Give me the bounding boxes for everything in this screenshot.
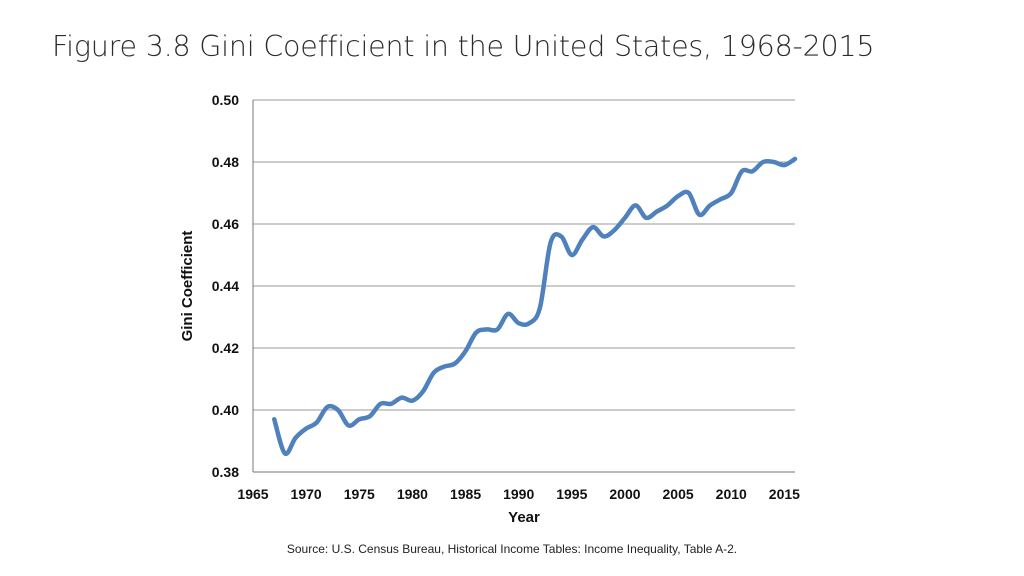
data-point bbox=[720, 198, 722, 200]
data-point bbox=[783, 164, 785, 166]
x-tick-labels: 1965 1970 1975 1980 1985 1990 1995 2000 2005 2010… bbox=[237, 486, 800, 502]
data-point bbox=[348, 425, 350, 426]
data-point bbox=[751, 170, 753, 172]
y-tick-label: 0.38 bbox=[212, 464, 239, 480]
x-tick-label: 2000 bbox=[609, 486, 640, 502]
data-point bbox=[326, 406, 328, 408]
data-point bbox=[316, 421, 318, 423]
data-point bbox=[539, 307, 541, 309]
axes bbox=[252, 100, 795, 473]
data-point bbox=[369, 415, 371, 417]
x-tick-label: 1985 bbox=[450, 486, 481, 502]
data-point bbox=[762, 161, 764, 163]
data-point bbox=[273, 418, 275, 420]
data-point bbox=[475, 332, 477, 333]
data-point bbox=[592, 226, 594, 228]
source-note: Source: U.S. Census Bureau, Historical I… bbox=[286, 542, 738, 556]
y-tick-label: 0.46 bbox=[212, 216, 239, 232]
gini-series-line bbox=[272, 156, 798, 457]
data-point bbox=[560, 235, 562, 237]
data-point bbox=[613, 229, 615, 231]
y-axis-label: Gini Coefficient bbox=[179, 231, 196, 342]
data-point bbox=[433, 372, 435, 374]
data-point bbox=[358, 418, 360, 420]
data-point bbox=[635, 204, 637, 206]
data-point bbox=[465, 350, 467, 352]
data-point bbox=[305, 428, 307, 430]
page-title: Figure 3.8 Gini Coefficient in the Unite… bbox=[52, 30, 875, 63]
data-point bbox=[380, 403, 382, 405]
x-tick-label: 2015 bbox=[769, 486, 800, 502]
y-tick-label: 0.42 bbox=[212, 340, 239, 356]
data-point bbox=[666, 204, 668, 206]
data-point bbox=[284, 452, 286, 454]
y-tick-label: 0.50 bbox=[212, 92, 239, 108]
data-point bbox=[688, 192, 690, 194]
data-point bbox=[645, 217, 647, 219]
data-point bbox=[337, 409, 339, 411]
data-point bbox=[730, 192, 732, 194]
x-tick-label: 2005 bbox=[663, 486, 694, 502]
x-tick-label: 1970 bbox=[291, 486, 322, 502]
data-point bbox=[443, 366, 445, 368]
data-point bbox=[518, 322, 520, 324]
data-point bbox=[401, 397, 403, 399]
x-tick-label: 1965 bbox=[237, 486, 268, 502]
data-point bbox=[698, 214, 700, 216]
x-axis-label: Year bbox=[508, 509, 540, 526]
data-point bbox=[624, 217, 626, 219]
data-point bbox=[528, 322, 530, 324]
data-point bbox=[422, 390, 424, 392]
data-point bbox=[496, 328, 498, 330]
x-tick-label: 2010 bbox=[716, 486, 747, 502]
data-point bbox=[454, 363, 456, 364]
data-point bbox=[709, 204, 711, 206]
grid-lines bbox=[253, 99, 795, 411]
y-tick-label: 0.48 bbox=[212, 154, 239, 170]
y-tick-label: 0.44 bbox=[212, 278, 239, 294]
data-point bbox=[486, 328, 488, 330]
x-tick-label: 1995 bbox=[556, 486, 587, 502]
data-point bbox=[794, 158, 796, 160]
x-tick-label: 1990 bbox=[503, 486, 534, 502]
data-points bbox=[273, 158, 796, 454]
data-point bbox=[677, 195, 679, 197]
data-point bbox=[507, 313, 509, 315]
data-point bbox=[603, 235, 605, 237]
data-point bbox=[411, 400, 413, 402]
data-point bbox=[571, 254, 573, 256]
x-tick-label: 1975 bbox=[344, 486, 375, 502]
x-tick-label: 1980 bbox=[397, 486, 428, 502]
data-point bbox=[773, 161, 775, 163]
data-point bbox=[295, 437, 297, 439]
y-tick-label: 0.40 bbox=[212, 402, 239, 418]
data-point bbox=[550, 242, 552, 244]
y-tick-labels: 0.38 0.40 0.42 0.44 0.46 0.48 0.50 bbox=[212, 92, 239, 480]
data-point bbox=[656, 211, 658, 213]
data-point bbox=[581, 239, 583, 240]
data-point bbox=[741, 170, 743, 172]
data-point bbox=[390, 403, 392, 405]
